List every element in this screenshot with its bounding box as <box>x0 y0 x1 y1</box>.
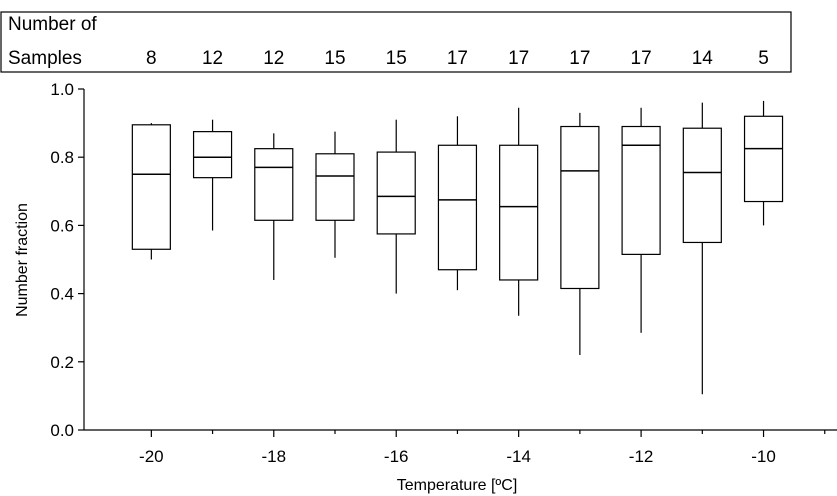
y-axis-title: Number fraction <box>14 203 31 317</box>
box-rect <box>499 144 539 281</box>
x-tick-label: -14 <box>506 447 531 466</box>
y-tick-label: 0.0 <box>50 421 74 440</box>
y-tick-label: 0.2 <box>50 353 74 372</box>
y-tick-label: 1.0 <box>50 80 74 99</box>
sample-count-label: 8 <box>146 48 157 69</box>
box-rect <box>131 124 171 250</box>
x-tick-label: -10 <box>751 447 776 466</box>
x-tick-label: -16 <box>384 447 409 466</box>
sample-count-label: 17 <box>508 48 529 69</box>
samples-header-frame <box>0 11 792 73</box>
y-tick-label: 0.6 <box>50 216 74 235</box>
x-axis-title: Temperature [ºC] <box>397 477 518 494</box>
box-rect <box>192 131 233 179</box>
sample-count-label: 12 <box>263 48 284 69</box>
x-tick-label: -18 <box>261 447 286 466</box>
x-tick-label: -20 <box>139 447 164 466</box>
sample-count-label: 15 <box>324 48 345 69</box>
y-tick-label: 0.4 <box>50 285 74 304</box>
x-tick-label: -12 <box>629 447 654 466</box>
samples-header-line1: Number of <box>8 14 97 35</box>
sample-count-label: 5 <box>758 48 769 69</box>
y-tick-label: 0.8 <box>50 148 74 167</box>
box-rect <box>315 153 355 221</box>
plot-area: 0.0 0.2 0.4 0.6 0.8 1.0 -20 -18 -16 -14 -12 -10 8 12 1… <box>50 48 837 466</box>
samples-header-line2: Samples <box>8 48 82 69</box>
box-rect <box>254 148 294 221</box>
sample-count-label: 17 <box>569 48 590 69</box>
box-rect <box>560 125 600 290</box>
box-rect <box>682 127 722 244</box>
box-rect <box>743 115 784 203</box>
box-rect <box>376 151 416 235</box>
box-rect <box>437 144 478 271</box>
samples-header: Number of Samples <box>0 11 792 73</box>
box-rect <box>621 125 661 255</box>
sample-count-label: 14 <box>692 48 714 69</box>
sample-count-label: 17 <box>631 48 652 69</box>
sample-count-label: 12 <box>202 48 223 69</box>
sample-count-label: 17 <box>447 48 468 69</box>
sample-count-label: 15 <box>386 48 407 69</box>
